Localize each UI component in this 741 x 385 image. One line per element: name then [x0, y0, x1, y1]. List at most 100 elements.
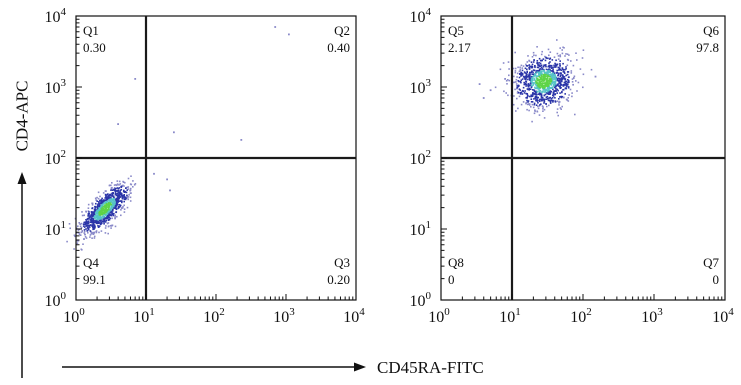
event-dot: [116, 184, 118, 187]
event-dot: [104, 204, 106, 206]
event-dot: [549, 90, 551, 92]
event-dot: [548, 80, 551, 83]
event-dot: [518, 76, 521, 79]
event-dot: [542, 110, 544, 112]
event-dot: [88, 216, 91, 219]
y-axis-arrowhead: [17, 172, 27, 184]
event-dot: [534, 97, 537, 100]
event-dot: [113, 198, 115, 201]
event-dot: [536, 71, 538, 73]
event-dot: [565, 74, 567, 77]
event-dot: [107, 205, 110, 207]
event-dot: [542, 80, 545, 82]
event-dot: [549, 87, 552, 89]
event-dot: [89, 234, 92, 236]
event-dot: [98, 231, 100, 234]
event-dot: [564, 93, 566, 95]
event-dot: [114, 216, 116, 218]
event-dot: [558, 85, 560, 87]
event-dot: [563, 76, 566, 78]
event-dot: [561, 67, 564, 69]
event-dot: [123, 208, 126, 210]
event-dot: [533, 103, 536, 106]
event-dot: [547, 97, 549, 100]
event-dot: [84, 236, 87, 238]
event-dot: [542, 78, 544, 81]
event-dot: [508, 68, 510, 70]
event-dot: [94, 209, 96, 212]
event-dot: [559, 81, 562, 84]
event-dot: [116, 194, 119, 197]
event-dot: [111, 189, 114, 191]
event-dot: [537, 96, 539, 99]
event-dot: [545, 68, 548, 71]
event-dot: [129, 200, 132, 202]
x-tick-label: 100: [428, 306, 450, 326]
event-dot: [534, 81, 537, 83]
event-dot: [519, 68, 522, 71]
event-dot: [548, 69, 551, 72]
event-dot: [87, 215, 89, 217]
event-dot: [105, 217, 108, 219]
event-dot: [109, 213, 111, 216]
event-dot: [567, 83, 569, 86]
event-dot: [119, 200, 122, 202]
event-dot: [124, 181, 126, 184]
event-dot: [107, 225, 110, 227]
outlier-dot: [134, 78, 137, 80]
quadrant-percent: 2.17: [448, 40, 471, 55]
event-dot: [105, 196, 107, 198]
event-dot: [77, 225, 79, 227]
quadrant-name: Q7: [703, 255, 719, 270]
event-dot: [540, 53, 543, 56]
event-dot: [529, 84, 532, 87]
event-dot: [554, 97, 556, 99]
event-dot: [99, 222, 101, 224]
event-dot: [524, 90, 526, 92]
event-dot: [117, 189, 120, 192]
event-dot: [547, 93, 549, 95]
event-dot: [94, 215, 97, 217]
event-dot: [547, 70, 550, 72]
event-dot: [505, 92, 507, 94]
event-dot: [528, 95, 531, 98]
event-dot: [104, 197, 106, 199]
event-dot: [558, 98, 560, 100]
event-dot: [114, 217, 116, 220]
event-dot: [76, 227, 78, 230]
event-dot: [99, 195, 101, 198]
event-dot: [518, 91, 520, 94]
event-dot: [116, 215, 118, 218]
event-dot: [535, 104, 538, 106]
event-dot: [535, 80, 537, 82]
event-dot: [102, 213, 105, 216]
event-dot: [547, 79, 550, 82]
event-dot: [567, 100, 570, 102]
event-dot: [539, 78, 541, 81]
event-dot: [132, 186, 134, 188]
event-dot: [114, 207, 116, 209]
event-dot: [561, 49, 563, 51]
event-dot: [85, 219, 87, 221]
event-dot: [91, 207, 94, 209]
event-dot: [101, 206, 103, 208]
event-dot: [85, 211, 87, 213]
y-tick-label: 100: [45, 290, 67, 310]
event-dot: [537, 83, 540, 85]
event-dot: [539, 90, 542, 92]
event-dot: [527, 55, 529, 57]
event-dot: [540, 66, 543, 69]
event-dot: [73, 248, 75, 250]
event-dot: [110, 184, 112, 187]
event-dot: [97, 197, 100, 200]
event-dot: [534, 65, 536, 67]
event-dot: [116, 202, 118, 204]
event-dot: [97, 226, 100, 228]
event-dot: [109, 201, 112, 203]
event-dot: [539, 83, 542, 85]
event-dot: [552, 88, 554, 91]
event-dot: [99, 209, 101, 212]
event-dot: [546, 105, 548, 108]
event-dot: [542, 106, 544, 108]
event-dot: [523, 81, 525, 84]
